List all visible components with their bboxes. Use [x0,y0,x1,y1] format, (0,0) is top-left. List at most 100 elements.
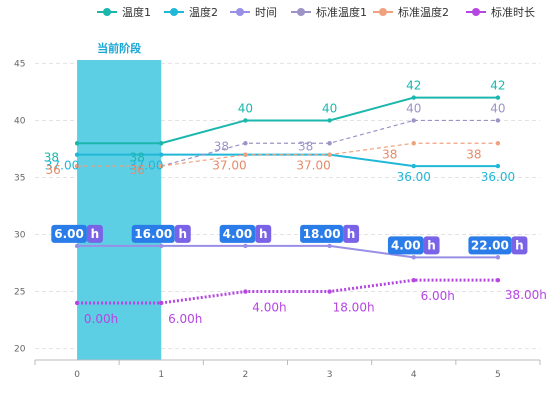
time-badge-value: 16.00 [134,227,172,241]
series-point-2 [159,243,164,249]
data-label-4: 38 [466,147,481,161]
legend-item-1[interactable]: 温度2 [164,5,218,19]
data-label-5: 6.00h [421,289,455,303]
time-badge-value: 6.00 [54,227,84,241]
time-badge-value-bg [131,224,175,243]
series-point-3 [495,118,501,123]
series-point-0 [495,95,501,100]
series-point-3 [411,118,416,123]
legend-item-0[interactable]: 温度1 [97,5,151,19]
series-point-4 [159,163,164,169]
time-badge-unit-bg [174,224,191,243]
time-badge-unit: h [91,227,100,241]
time-badge: 6.00 h [51,224,103,243]
series-point-2 [74,243,80,249]
legend-label: 温度1 [122,5,151,19]
x-tick-label: 0 [74,370,80,380]
data-label-5: 18.00h [333,301,375,315]
time-badge-unit-bg [86,224,103,243]
y-tick-label: 25 [14,288,25,298]
highlight-band-rect [77,60,162,360]
data-label-4: 36 [45,163,60,177]
data-label-4: 37.00 [296,159,330,173]
data-label-1: 37.00 [45,159,79,173]
data-label-1: 36.00 [397,170,431,184]
series-point-1 [74,152,80,157]
series-point-2 [243,243,248,249]
time-badge-value: 4.00 [391,238,421,252]
series-layer [74,95,501,306]
data-label-4: 37.00 [212,159,246,173]
series-point-2 [327,243,332,249]
legend-swatch-dot [103,8,111,16]
data-label-3: 38 [214,139,229,153]
data-label-5: 6.00h [168,312,202,326]
time-badge-unit-bg [343,224,360,243]
data-label-0: 42 [490,79,505,93]
series-point-5 [327,289,332,294]
data-label-3: 40 [490,101,505,115]
time-badge-unit-bg [255,224,272,243]
time-badge-value-bg [387,236,424,255]
legend-item-4[interactable]: 标准温度2 [373,5,449,19]
legend-label: 标准温度2 [398,5,449,19]
data-label-1: 37.00 [129,159,163,173]
highlight-band-label: 当前阶段 [97,41,141,55]
legend-item-2[interactable]: 时间 [230,6,277,19]
series-point-4 [495,141,501,146]
legend-swatch-dot [379,8,387,16]
series-line-0 [77,96,498,145]
series-point-3 [327,141,332,146]
data-label-0: 40 [238,101,253,115]
series-line-4 [77,142,498,167]
data-label-3: 38 [298,139,313,153]
data-label-1: 36.00 [481,170,515,184]
series-point-4 [411,141,416,146]
time-badge-unit: h [259,227,268,241]
highlight-band: 当前阶段 [77,41,162,360]
data-label-0: 38 [130,150,145,164]
x-tick-label: 5 [495,370,501,380]
series-point-1 [159,152,164,157]
data-label-5: 38.00h [505,288,547,302]
legend-label: 标准时长 [491,5,535,19]
time-badge-unit-bg [511,236,528,255]
legend-swatch-dot [236,8,244,16]
time-badge-unit-bg [423,236,440,255]
y-tick-label: 30 [14,231,26,241]
time-badge: 18.00 h [300,224,360,243]
legend-item-5[interactable]: 标准时长 [466,5,535,19]
time-badge-value-bg [51,224,87,243]
time-badge-value: 4.00 [223,227,253,241]
series-point-1 [495,163,501,169]
series-point-4 [327,152,332,157]
legend: 温度1 温度2 时间 标准温度1 标准温度2 标准时长 [97,5,535,19]
time-badge: 16.00 h [131,224,191,243]
data-label-4: 36 [130,163,145,177]
data-label-0: 40 [322,101,337,115]
series-point-4 [243,152,248,157]
x-tick-label: 3 [327,370,333,380]
x-tick-label: 2 [243,370,249,380]
time-badge-unit: h [178,227,187,241]
legend-label: 标准温度1 [316,5,367,19]
y-tick-label: 20 [14,345,26,355]
time-badge-value: 18.00 [303,227,341,241]
data-label-4: 38 [382,147,397,161]
y-tick-label: 40 [14,116,26,126]
series-point-3 [243,141,248,146]
legend-swatch-dot [472,8,480,16]
legend-item-3[interactable]: 标准温度1 [291,5,367,19]
x-tick-label: 1 [158,370,164,380]
series-point-4 [74,163,80,169]
time-badge-unit: h [427,238,436,252]
series-point-5 [243,289,248,294]
series-line-2 [77,244,498,259]
time-badge-value-bg [219,224,256,243]
time-badge-value-bg [468,236,512,255]
time-badge-unit: h [347,227,356,241]
series-point-5 [411,277,416,283]
